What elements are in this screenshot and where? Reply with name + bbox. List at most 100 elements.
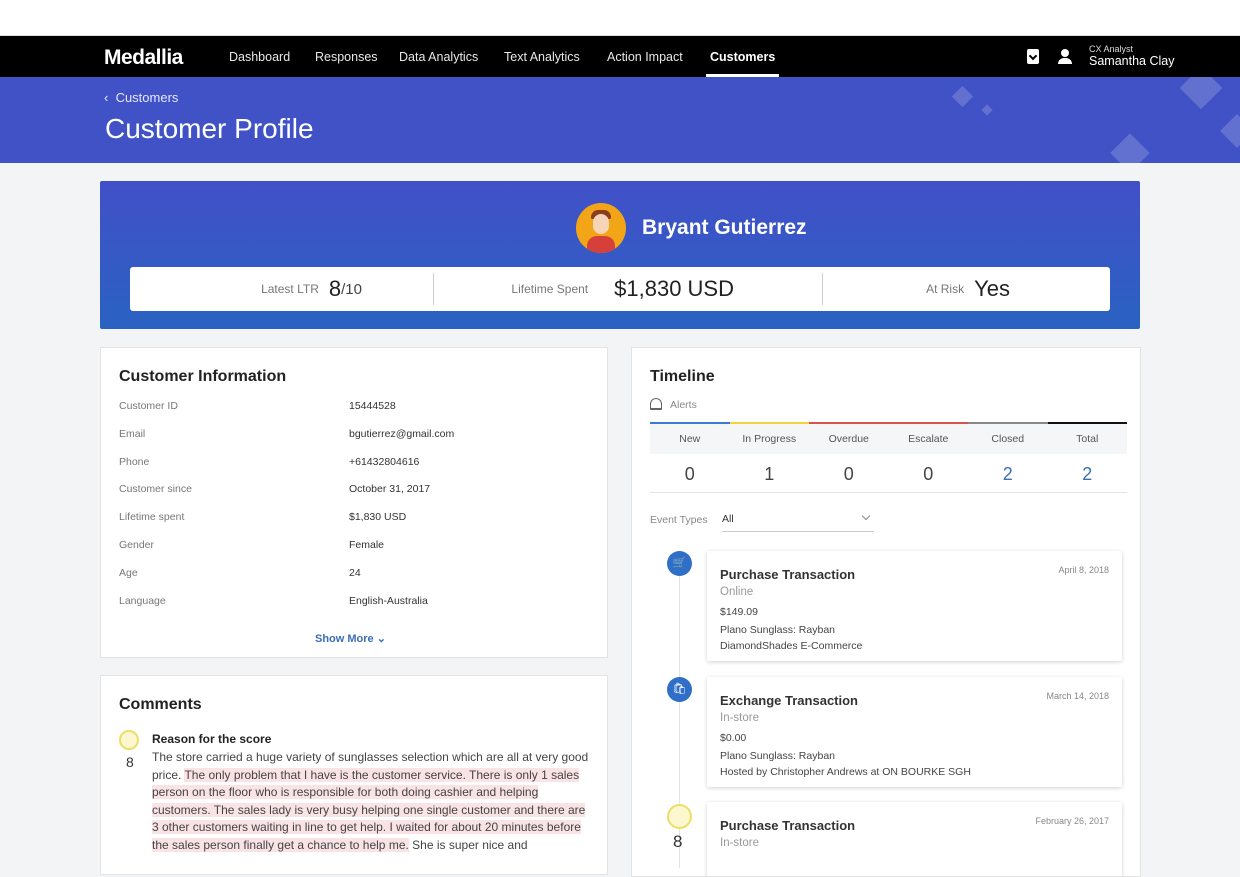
- stat-label: Latest LTR: [261, 282, 319, 296]
- top-nav: Medallia Dashboard Responses Data Analyt…: [0, 36, 1240, 77]
- comment-heading: Reason for the score: [152, 732, 272, 746]
- avatar: [576, 203, 626, 253]
- window-top-strip: [0, 0, 1240, 36]
- customer-summary: Bryant Gutierrez Latest LTR 8/10 Lifetime…: [100, 181, 1140, 329]
- card-title: Customer Information: [119, 368, 287, 385]
- alert-count: 1: [764, 464, 775, 484]
- info-label: Lifetime spent: [119, 511, 185, 524]
- event-detail: $0.00: [720, 732, 747, 744]
- alert-count: 0: [923, 464, 934, 484]
- info-value: +61432804616: [349, 455, 420, 468]
- event-types-select[interactable]: All: [722, 510, 874, 532]
- alert-label: Escalate: [888, 424, 968, 454]
- info-value: 15444528: [349, 400, 396, 412]
- user-icon[interactable]: [1058, 49, 1072, 65]
- divider: [650, 492, 1127, 493]
- alert-label: Total: [1047, 424, 1127, 454]
- page-header: ‹ Customers Customer Profile: [0, 77, 1240, 163]
- info-label: Email: [119, 427, 146, 440]
- alert-in-progress[interactable]: In Progress 1: [729, 422, 809, 494]
- alert-label: In Progress: [729, 424, 809, 454]
- info-label: Customer since: [119, 483, 192, 496]
- event-date: April 8, 2018: [1058, 565, 1109, 575]
- stat-label: Lifetime Spent: [511, 282, 589, 296]
- info-value: English-Australia: [349, 594, 428, 607]
- stat-ltr: Latest LTR 8/10: [130, 267, 362, 311]
- event-detail: DiamondShades E-Commerce: [720, 640, 863, 652]
- stats-bar: Latest LTR 8/10 Lifetime Spent $1,830 USD …: [130, 267, 1110, 311]
- comment-score: 8: [126, 754, 134, 770]
- alert-count: 2: [1002, 464, 1013, 484]
- show-more-button[interactable]: Show More ⌄: [315, 632, 386, 645]
- event-date: February 26, 2017: [1035, 816, 1109, 826]
- stat-label: At Risk: [926, 282, 965, 296]
- user-name[interactable]: Samantha Clay: [1089, 54, 1175, 68]
- alert-total[interactable]: Total 2: [1047, 422, 1127, 494]
- info-label: Language: [119, 594, 166, 607]
- nav-action-impact[interactable]: Action Impact: [607, 50, 683, 64]
- comment-text-plain: The store carried a huge variety of sung…: [152, 750, 589, 782]
- alert-count: 0: [843, 464, 854, 484]
- decor-diamond: [1220, 114, 1240, 148]
- alert-color-bar: [650, 422, 730, 424]
- event-card[interactable]: Purchase Transaction April 8, 2018 Online $…: [707, 551, 1122, 661]
- event-score: 8: [673, 832, 683, 851]
- event-title: Purchase Transaction: [720, 818, 856, 833]
- event-detail: $149.09: [720, 606, 758, 618]
- alert-label: Overdue: [809, 424, 889, 454]
- timeline-line: [679, 568, 680, 868]
- divider: [822, 273, 823, 305]
- event-date: March 14, 2018: [1046, 691, 1109, 701]
- alert-color-bar: [888, 422, 968, 424]
- event-card[interactable]: Purchase Transaction February 26, 2017 In-…: [707, 802, 1122, 876]
- chevron-down-icon: ⌄: [376, 633, 386, 645]
- info-label: Gender: [119, 539, 155, 551]
- comments-card: Comments 8 Reason for the score The stor…: [100, 675, 608, 875]
- chevron-left-icon: ‹: [104, 90, 116, 105]
- alert-overdue[interactable]: Overdue 0: [809, 422, 889, 494]
- alert-new[interactable]: New 0: [650, 422, 730, 494]
- decor-diamond: [951, 85, 974, 108]
- nav-text-analytics[interactable]: Text Analytics: [504, 50, 580, 64]
- neutral-face-icon: [667, 804, 692, 829]
- event-detail: Hosted by Christopher Andrews at ON BOUR…: [720, 766, 971, 778]
- alert-color-bar: [968, 422, 1048, 424]
- breadcrumb-label: Customers: [115, 90, 179, 105]
- stat-value: 8: [328, 276, 342, 301]
- nav-data-analytics[interactable]: Data Analytics: [399, 50, 479, 64]
- event-card[interactable]: Exchange Transaction March 14, 2018 In-sto…: [707, 677, 1122, 787]
- info-label: Customer ID: [119, 400, 178, 412]
- info-label: Age: [119, 566, 138, 579]
- page-title: Customer Profile: [105, 113, 314, 144]
- download-icon[interactable]: [1027, 49, 1039, 64]
- chevron-down-icon: [861, 511, 871, 521]
- nav-responses[interactable]: Responses: [315, 50, 378, 64]
- stat-lifetime-spent: Lifetime Spent $1,830 USD: [130, 267, 734, 311]
- event-detail: Plano Sunglass: Rayban: [720, 750, 835, 762]
- customer-info-card: Customer Information Customer ID 15444528…: [100, 347, 608, 658]
- event-title: Exchange Transaction: [720, 693, 858, 708]
- alert-color-bar: [1047, 422, 1127, 424]
- event-channel: Online: [720, 586, 754, 598]
- event-detail: Plano Sunglass: Rayban: [720, 624, 835, 636]
- alert-label: Closed: [968, 424, 1048, 454]
- nav-customers[interactable]: Customers: [705, 50, 780, 77]
- show-more-label: Show More: [315, 633, 374, 645]
- medallia-logo[interactable]: Medallia: [104, 46, 183, 69]
- alert-label: New: [650, 424, 730, 454]
- divider: [433, 273, 434, 305]
- alerts-label: Alerts: [670, 399, 697, 411]
- alert-count: 0: [684, 464, 695, 484]
- bag-icon: 🛍: [667, 677, 692, 702]
- decor-diamond: [1110, 133, 1150, 163]
- nav-dashboard[interactable]: Dashboard: [229, 50, 291, 64]
- info-value: $1,830 USD: [349, 511, 407, 524]
- alert-count: 2: [1082, 464, 1093, 484]
- event-title: Purchase Transaction: [720, 567, 856, 582]
- customer-name: Bryant Gutierrez: [642, 216, 807, 239]
- alert-escalate[interactable]: Escalate 0: [888, 422, 968, 494]
- breadcrumb-back[interactable]: ‹ Customers: [104, 90, 178, 105]
- alert-closed[interactable]: Closed 2: [968, 422, 1048, 494]
- stat-max: /10: [341, 280, 362, 298]
- user-role: CX Analyst: [1089, 44, 1134, 54]
